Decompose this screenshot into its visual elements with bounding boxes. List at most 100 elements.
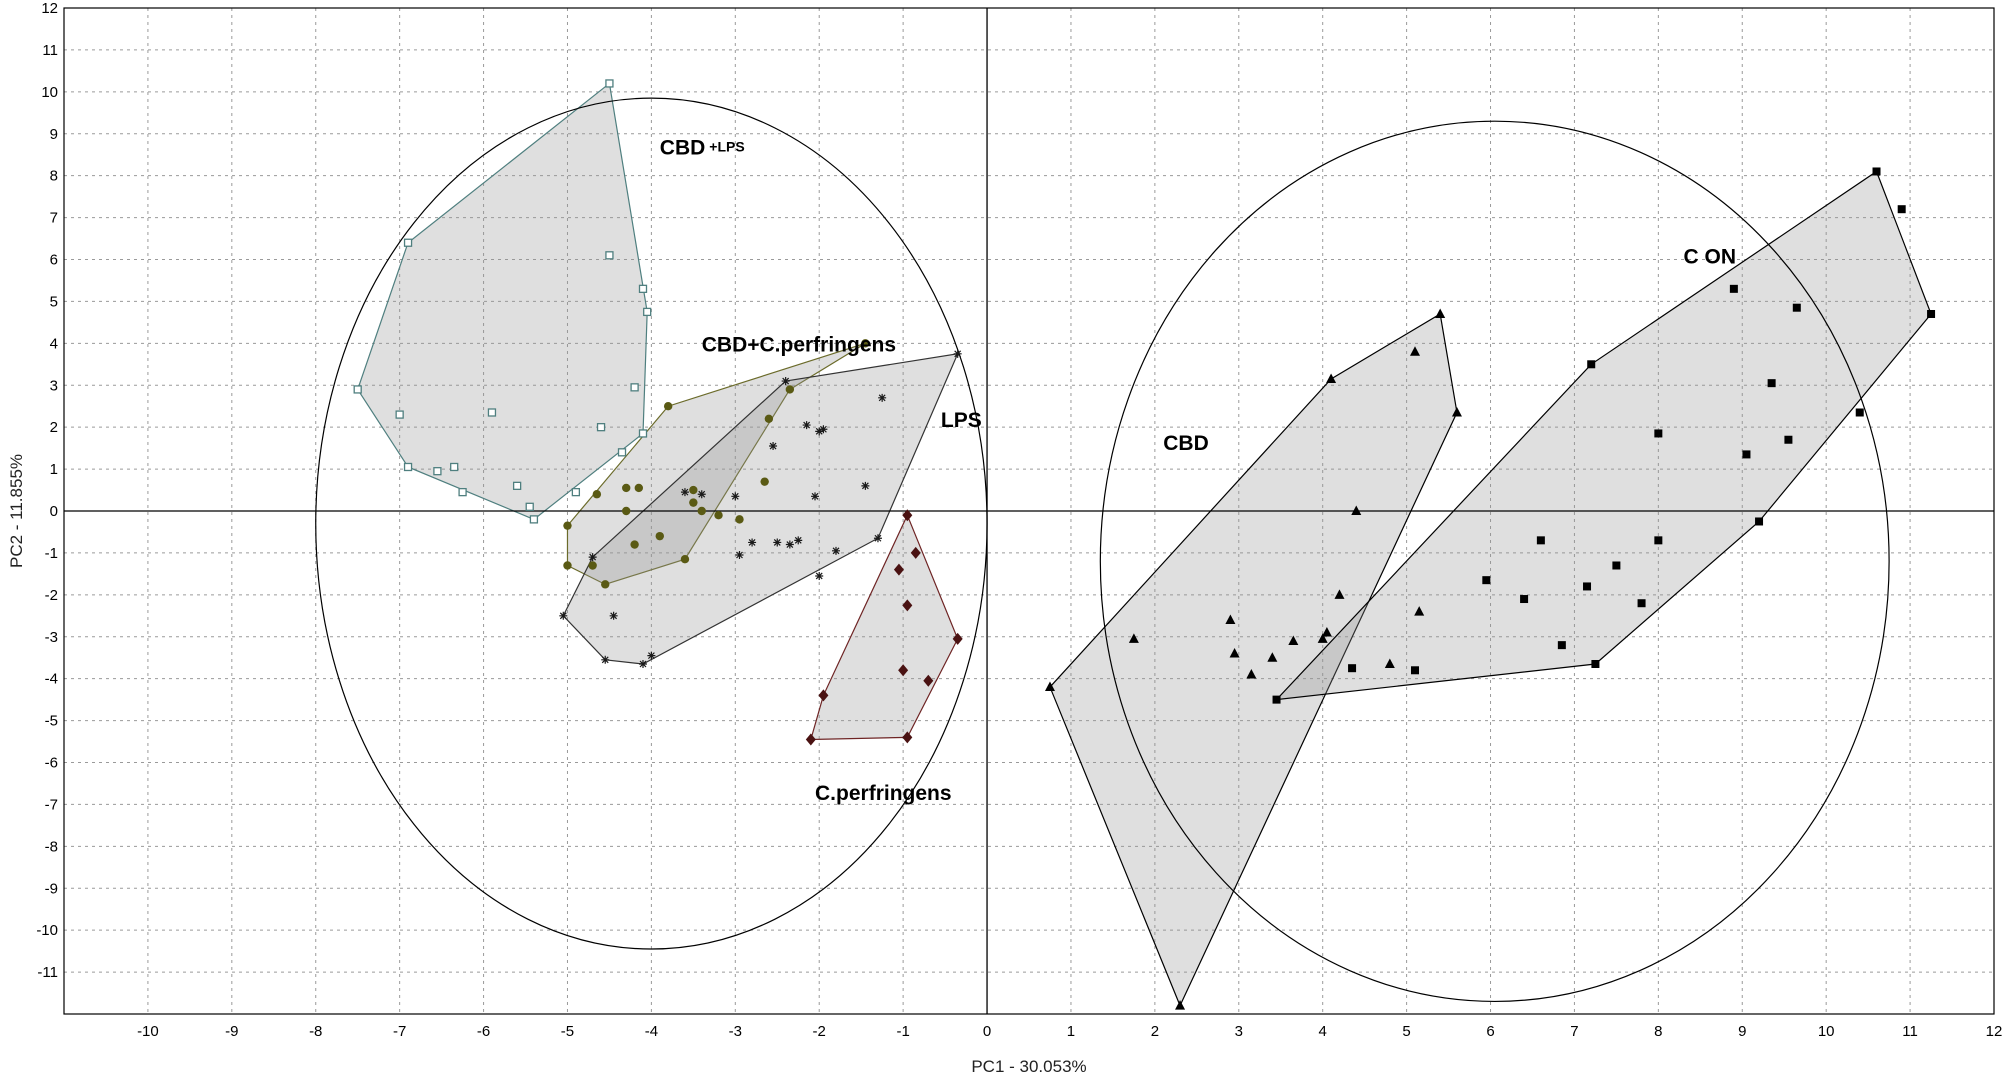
- point-lps: [781, 377, 790, 386]
- point-con: [1654, 429, 1663, 438]
- point-c-perfringens: [898, 664, 909, 677]
- y-tick-label: -5: [45, 713, 58, 730]
- group-labels: CBD +LPSCBD+C.perfringensLPSC.perfringens…: [660, 137, 1736, 806]
- point-c-perfringens: [893, 563, 904, 576]
- x-tick-label: 10: [1818, 1023, 1835, 1040]
- y-tick-label: -9: [45, 880, 58, 897]
- point-con: [1872, 167, 1881, 176]
- point-con: [1272, 695, 1281, 704]
- plot-frame: [63, 7, 1995, 1015]
- point-cbd-lps: [630, 383, 639, 392]
- group-label: CBD+C.perfringens: [702, 334, 896, 357]
- point-con: [1855, 408, 1864, 417]
- x-tick-label: -3: [729, 1023, 742, 1040]
- point-cbd: [1225, 614, 1236, 624]
- hull-lps: [562, 353, 959, 665]
- point-cbd: [1246, 668, 1257, 679]
- x-tick-label: 3: [1235, 1023, 1243, 1040]
- point-cbd-lps: [643, 307, 652, 317]
- point-cbd: [1175, 1000, 1186, 1010]
- y-tick-label: 7: [50, 210, 58, 227]
- x-tick-label: -8: [309, 1023, 322, 1040]
- point-cbd: [1267, 652, 1278, 662]
- point-cbd: [1229, 648, 1240, 658]
- point-cbd-c-perfringens: [764, 414, 774, 423]
- point-cbd-c-perfringens: [760, 477, 769, 486]
- point-lps: [773, 538, 782, 547]
- group-label: C ON: [1684, 246, 1737, 269]
- point-cbd-lps: [638, 429, 648, 438]
- point-cbd-lps: [605, 251, 614, 260]
- point-con: [1784, 435, 1793, 444]
- point-cbd-lps: [450, 462, 459, 472]
- point-cbd-c-perfringens: [592, 490, 602, 499]
- point-cbd-lps: [571, 487, 581, 497]
- point-lps: [811, 492, 820, 501]
- point-cbd-c-perfringens: [601, 580, 610, 589]
- y-tick-label: 9: [50, 126, 58, 143]
- point-cbd-lps: [529, 515, 539, 524]
- x-axis-title: PC1 - 30.053%: [971, 1057, 1086, 1076]
- point-con: [1742, 450, 1751, 459]
- point-cbd-c-perfringens: [588, 561, 597, 570]
- y-tick-label: -2: [45, 587, 58, 604]
- point-cbd: [1451, 406, 1462, 417]
- point-cbd-c-perfringens: [622, 483, 631, 493]
- point-c-perfringens: [902, 599, 913, 612]
- point-lps: [609, 611, 618, 620]
- point-cbd: [1288, 635, 1299, 645]
- y-tick-label: 10: [41, 84, 58, 101]
- point-lps: [647, 651, 656, 660]
- point-cbd-lps: [458, 487, 467, 497]
- point-lps: [680, 488, 689, 497]
- point-con: [1637, 599, 1646, 608]
- x-tick-label: 5: [1402, 1023, 1410, 1040]
- x-tick-label: 9: [1738, 1023, 1746, 1040]
- point-con: [1767, 379, 1776, 388]
- x-tick-label: 12: [1986, 1023, 2003, 1040]
- point-con: [1482, 576, 1491, 585]
- point-cbd: [1326, 373, 1337, 383]
- hull-c-perfringens: [810, 513, 959, 741]
- group-label: CBD +LPS: [660, 137, 745, 160]
- point-cbd-c-perfringens: [689, 498, 698, 507]
- point-cbd: [1334, 589, 1345, 599]
- point-cbd: [1435, 308, 1446, 318]
- y-tick-label: 4: [50, 335, 58, 352]
- group-label: LPS: [941, 409, 982, 432]
- y-tick-label: -6: [45, 755, 58, 772]
- x-tick-label: -2: [813, 1023, 826, 1040]
- data-points: [353, 79, 1936, 1010]
- y-tick-label: 8: [50, 168, 58, 185]
- y-tick-label: 11: [42, 42, 58, 59]
- point-con: [1729, 284, 1738, 293]
- point-lps: [819, 425, 828, 434]
- point-c-perfringens: [910, 546, 921, 559]
- x-tick-label: -9: [225, 1023, 238, 1040]
- hull-cbd-lps: [357, 82, 648, 521]
- point-cbd-lps: [596, 423, 606, 432]
- confidence-ellipse-2: [1099, 120, 1890, 1003]
- y-tick-label: 6: [50, 252, 58, 269]
- x-tick-label: -7: [393, 1023, 406, 1040]
- x-tick-label: -4: [645, 1023, 658, 1040]
- point-con: [1897, 205, 1906, 214]
- point-cbd-c-perfringens: [680, 555, 690, 564]
- point-lps: [953, 349, 962, 358]
- y-tick-label: -11: [37, 964, 58, 981]
- hull-cbd: [1049, 313, 1458, 1008]
- point-lps: [769, 442, 778, 451]
- point-cbd: [1410, 346, 1420, 356]
- y-tick-label: 0: [50, 503, 58, 520]
- point-lps: [735, 551, 744, 560]
- x-tick-label: -1: [896, 1023, 909, 1040]
- point-c-perfringens: [902, 731, 913, 744]
- point-con: [1411, 666, 1419, 675]
- y-tick-label: 2: [50, 419, 58, 436]
- x-tick-label: 0: [983, 1023, 991, 1040]
- point-lps: [815, 427, 824, 436]
- point-cbd-lps: [403, 238, 413, 247]
- x-tick-label: 8: [1654, 1023, 1662, 1040]
